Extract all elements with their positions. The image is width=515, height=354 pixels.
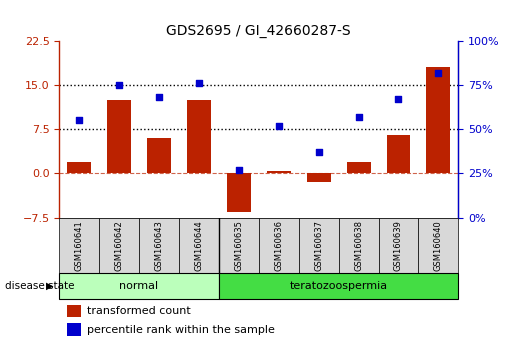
Point <box>394 96 403 102</box>
Bar <box>227 173 251 212</box>
Point <box>235 167 243 173</box>
Title: GDS2695 / GI_42660287-S: GDS2695 / GI_42660287-S <box>166 24 351 38</box>
Text: GSM160639: GSM160639 <box>394 220 403 270</box>
Bar <box>347 162 370 173</box>
Bar <box>67 324 81 336</box>
Bar <box>267 171 290 173</box>
Bar <box>219 273 458 299</box>
Bar <box>67 162 91 173</box>
Point <box>274 123 283 129</box>
Bar <box>307 173 331 182</box>
Text: GSM160640: GSM160640 <box>434 220 443 270</box>
Point <box>75 118 83 123</box>
Bar <box>99 218 139 273</box>
Bar <box>59 218 99 273</box>
Bar <box>259 218 299 273</box>
Text: GSM160644: GSM160644 <box>195 220 203 270</box>
Bar <box>187 100 211 173</box>
Point <box>354 114 363 120</box>
Point <box>115 82 123 88</box>
Point <box>315 149 323 155</box>
Bar <box>139 218 179 273</box>
Bar <box>147 138 171 173</box>
Text: GSM160638: GSM160638 <box>354 219 363 271</box>
Text: GSM160637: GSM160637 <box>314 219 323 271</box>
Text: percentile rank within the sample: percentile rank within the sample <box>87 325 275 335</box>
Bar <box>67 305 81 317</box>
Bar <box>339 218 379 273</box>
Bar <box>379 218 418 273</box>
Point <box>434 70 442 75</box>
Text: normal: normal <box>119 281 159 291</box>
Bar <box>107 100 131 173</box>
Bar <box>179 218 219 273</box>
Text: disease state: disease state <box>5 281 75 291</box>
Text: transformed count: transformed count <box>87 306 191 316</box>
Text: GSM160641: GSM160641 <box>75 220 83 270</box>
Text: GSM160642: GSM160642 <box>115 220 124 270</box>
Bar <box>418 218 458 273</box>
Text: ▶: ▶ <box>45 281 53 291</box>
Text: teratozoospermia: teratozoospermia <box>289 281 388 291</box>
Bar <box>426 67 450 173</box>
Bar <box>219 218 259 273</box>
Bar <box>386 135 410 173</box>
Bar <box>299 218 339 273</box>
Point <box>195 80 203 86</box>
Text: GSM160643: GSM160643 <box>154 220 163 270</box>
Text: GSM160635: GSM160635 <box>234 220 243 270</box>
Point <box>155 95 163 100</box>
Text: GSM160636: GSM160636 <box>274 219 283 271</box>
Bar <box>59 273 219 299</box>
